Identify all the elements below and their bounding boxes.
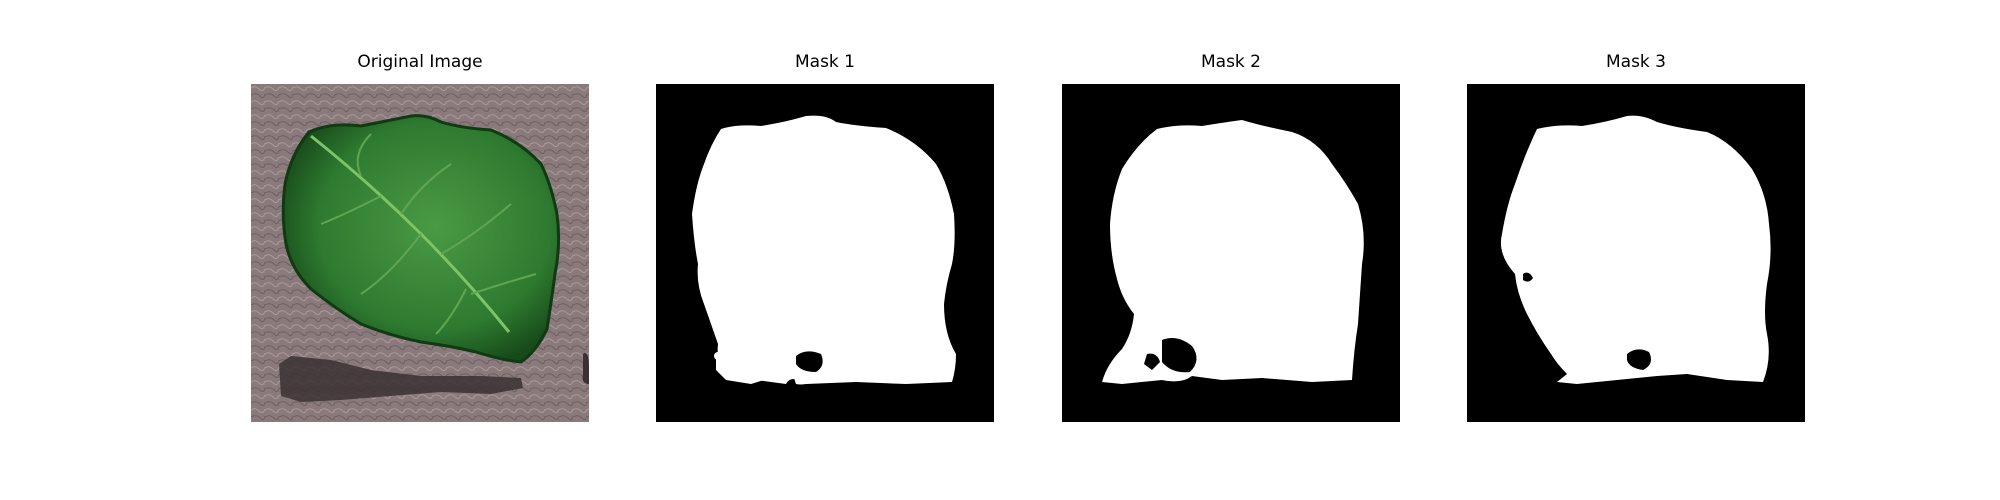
panel-title: Original Image [357,52,483,72]
mask-3-image [1467,84,1805,422]
panel-title: Mask 2 [1200,52,1261,72]
mask-hole [1523,272,1533,282]
mask-1-image [656,84,994,422]
panel-title: Mask 1 [794,52,855,72]
mask-region [906,376,918,383]
mask-region [794,375,816,385]
mask-hole [796,351,823,372]
mask-region [716,354,764,384]
leaf-vein [470,273,537,295]
leaf-vein [400,163,452,215]
mask-hole [1162,338,1197,373]
original-leaf-photo [251,84,589,422]
mask-hole [1144,353,1160,370]
mask-region [714,352,722,360]
leaf-midrib [310,134,511,333]
leaf-vein [440,203,512,255]
edge-shadow [582,353,589,384]
leaf-vein [356,133,372,177]
leaf-vein [320,195,382,225]
shadow-region [279,356,523,402]
mask-hole [1627,349,1651,370]
panel-title: Mask 3 [1605,52,1666,72]
mask-2-image [1062,84,1400,422]
mask-region [1500,115,1771,384]
mask-region [692,115,956,384]
leaf-vein [360,233,422,295]
leaf [281,114,561,364]
mask-region [1102,120,1364,384]
leaf-vein [435,288,467,335]
